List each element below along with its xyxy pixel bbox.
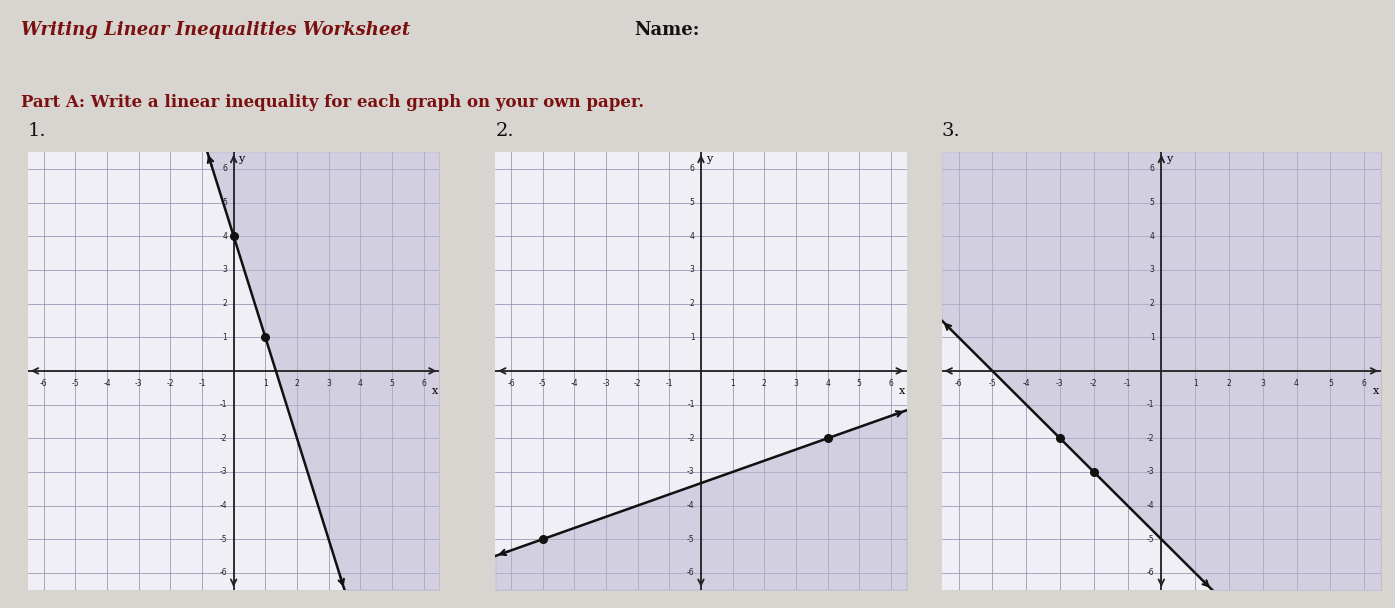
Text: -1: -1 [688, 400, 695, 409]
Text: Writing Linear Inequalities Worksheet: Writing Linear Inequalities Worksheet [21, 21, 410, 40]
Text: x: x [431, 386, 438, 396]
Text: -2: -2 [688, 434, 695, 443]
Text: 2: 2 [1226, 379, 1232, 389]
Text: 5: 5 [222, 198, 227, 207]
Text: -6: -6 [219, 568, 227, 578]
Text: 2: 2 [223, 299, 227, 308]
Text: 4: 4 [826, 379, 830, 389]
Text: 2: 2 [1149, 299, 1155, 308]
Text: 1: 1 [223, 333, 227, 342]
Text: 4: 4 [222, 232, 227, 241]
Text: -3: -3 [1147, 468, 1155, 477]
Text: 6: 6 [222, 164, 227, 173]
Text: 4: 4 [1149, 232, 1155, 241]
Text: 6: 6 [689, 164, 695, 173]
Text: -4: -4 [571, 379, 578, 389]
Text: -6: -6 [1147, 568, 1155, 578]
Text: -1: -1 [198, 379, 205, 389]
Text: -2: -2 [633, 379, 642, 389]
Text: 3: 3 [794, 379, 798, 389]
Text: -1: -1 [220, 400, 227, 409]
Text: 5: 5 [1328, 379, 1332, 389]
Text: 3: 3 [222, 265, 227, 274]
Text: -1: -1 [1147, 400, 1155, 409]
Text: -4: -4 [1147, 501, 1155, 510]
Text: 1: 1 [691, 333, 695, 342]
Text: 4: 4 [1295, 379, 1299, 389]
Text: 2: 2 [294, 379, 300, 389]
Text: x: x [1373, 386, 1380, 396]
Text: 6: 6 [1149, 164, 1155, 173]
Text: -1: -1 [1124, 379, 1131, 389]
Text: -5: -5 [71, 379, 80, 389]
Text: -4: -4 [686, 501, 695, 510]
Text: 5: 5 [857, 379, 862, 389]
Text: -2: -2 [1147, 434, 1155, 443]
Text: -3: -3 [135, 379, 142, 389]
Text: 6: 6 [421, 379, 425, 389]
Text: -5: -5 [1147, 535, 1155, 544]
Text: 4: 4 [689, 232, 695, 241]
Text: 3: 3 [1149, 265, 1155, 274]
Text: 6: 6 [889, 379, 893, 389]
Text: y: y [239, 154, 244, 164]
Text: 6: 6 [1362, 379, 1367, 389]
Text: 2: 2 [762, 379, 767, 389]
Text: -4: -4 [219, 501, 227, 510]
Text: 2: 2 [691, 299, 695, 308]
Text: 5: 5 [389, 379, 395, 389]
Text: 2.: 2. [495, 122, 513, 140]
Text: -4: -4 [103, 379, 110, 389]
Text: -6: -6 [954, 379, 963, 389]
Text: 3.: 3. [942, 122, 960, 140]
Text: -4: -4 [1023, 379, 1030, 389]
Text: -6: -6 [686, 568, 695, 578]
Text: -6: -6 [40, 379, 47, 389]
Text: -5: -5 [538, 379, 547, 389]
Text: -3: -3 [686, 468, 695, 477]
Text: Part A: Write a linear inequality for each graph on your own paper.: Part A: Write a linear inequality for ea… [21, 94, 644, 111]
Text: -3: -3 [603, 379, 610, 389]
Text: 5: 5 [689, 198, 695, 207]
Text: -2: -2 [220, 434, 227, 443]
Text: 1: 1 [1193, 379, 1197, 389]
Text: 1: 1 [1149, 333, 1155, 342]
Text: -5: -5 [989, 379, 996, 389]
Text: -5: -5 [686, 535, 695, 544]
Text: y: y [706, 154, 711, 164]
Text: -3: -3 [1056, 379, 1064, 389]
Text: -3: -3 [219, 468, 227, 477]
Text: 4: 4 [359, 379, 363, 389]
Text: -6: -6 [508, 379, 515, 389]
Text: -5: -5 [219, 535, 227, 544]
Text: 5: 5 [1149, 198, 1155, 207]
Text: 1.: 1. [28, 122, 46, 140]
Text: x: x [898, 386, 905, 396]
Text: -2: -2 [1089, 379, 1098, 389]
Text: 1: 1 [262, 379, 268, 389]
Text: 3: 3 [1260, 379, 1265, 389]
Text: 3: 3 [689, 265, 695, 274]
Text: 1: 1 [730, 379, 735, 389]
Text: y: y [1166, 154, 1173, 164]
Text: Name:: Name: [635, 21, 700, 40]
Text: -1: -1 [665, 379, 672, 389]
Text: 3: 3 [326, 379, 331, 389]
Text: -2: -2 [166, 379, 174, 389]
